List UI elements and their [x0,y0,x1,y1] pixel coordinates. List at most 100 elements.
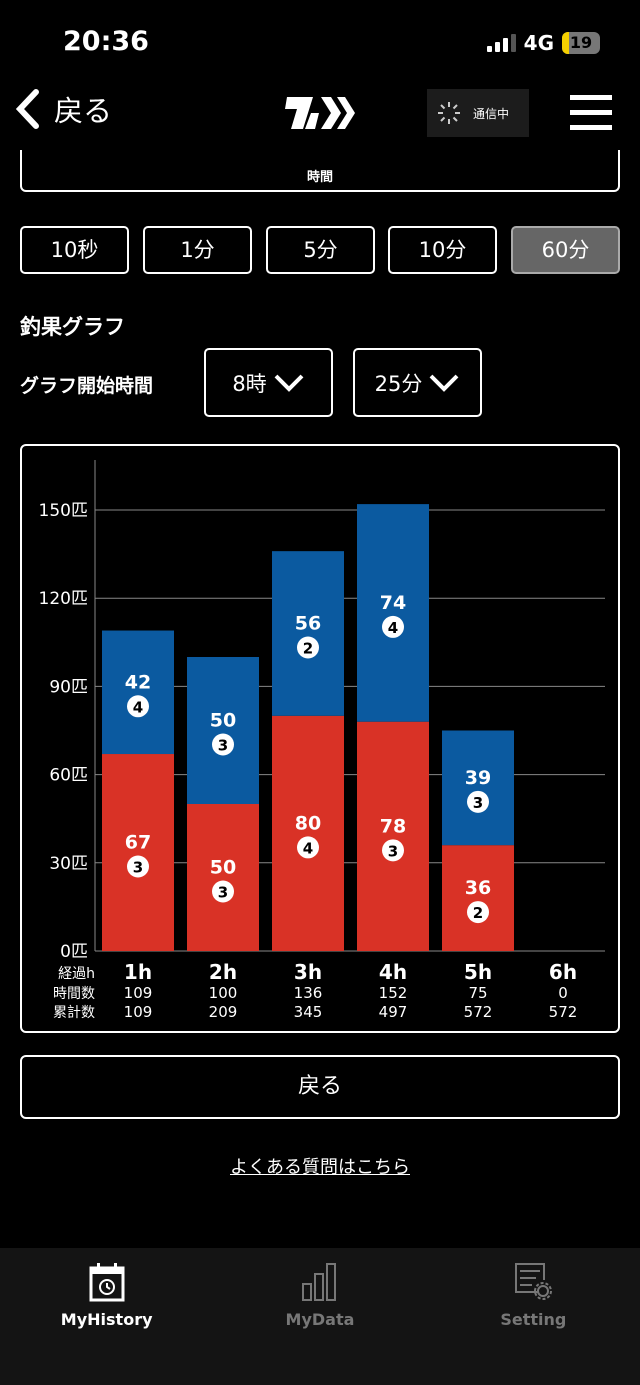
x-tick-label: 2h [209,960,237,984]
count-badge-label: 4 [133,698,143,716]
chevron-down-icon [429,374,459,392]
x-tick-label: 6h [549,960,577,984]
hourly-count: 0 [558,984,568,1002]
count-badge-label: 4 [388,619,398,637]
cumulative-count: 345 [294,1003,323,1021]
count-badge-label: 2 [473,904,483,922]
tab-myhistory[interactable]: MyHistory [0,1248,213,1385]
red-bar [187,804,259,951]
count-badge-label: 3 [388,842,398,860]
hourly-count: 136 [294,984,323,1002]
hour-value: 8時 [232,371,267,396]
count-badge [297,636,319,659]
count-badge-label: 3 [218,884,228,902]
signal-icon [486,34,516,52]
catch-chart: 0匹30匹60匹90匹120匹150匹6734241h1091095035032… [39,460,605,1021]
calendar-history-icon [89,1263,125,1302]
count-badge-label: 3 [133,859,143,877]
red-bar [102,754,174,951]
time-tab-label: 時間 [306,170,333,185]
red-bar [272,715,344,951]
count-badge [127,695,149,718]
bar-value-label: 78 [380,815,406,837]
blue-bar [102,630,174,755]
y-tick-label: 120匹 [39,589,88,609]
bar-value-label: 39 [465,767,491,789]
minute-value: 25分 [374,371,423,396]
interval-10m-button[interactable]: 10分 [388,226,497,274]
count-badge-label: 3 [473,794,483,812]
count-badge [127,855,149,878]
comm-label: 通信中 [473,106,510,121]
time-tab[interactable]: 時間 [20,150,620,192]
spinner-icon [438,102,460,124]
hourly-count: 100 [209,984,238,1002]
blue-bar [187,657,259,804]
tab-label: MyData [285,1310,355,1329]
graph-title: 釣果グラフ [20,315,125,339]
bar-value-label: 36 [465,877,491,899]
bar-value-label: 50 [210,857,236,879]
bar-value-label: 67 [125,832,151,854]
comm-status: 通信中 [427,89,529,137]
back-nav-button[interactable]: 戻る [14,88,112,130]
count-badge [382,839,404,862]
back-label: 戻る [54,94,113,128]
x-tick-label: 1h [124,960,152,984]
blue-bar [442,730,514,846]
y-tick-label: 60匹 [49,766,88,786]
count-badge-label: 4 [303,839,313,857]
hour-select[interactable]: 8時 [204,348,333,417]
cumulative-row-label: 累計数 [53,1005,95,1021]
hamburger-menu-icon[interactable] [570,95,612,140]
faq-link[interactable]: よくある質問はこちら [230,1157,410,1178]
count-badge [212,880,234,903]
bar-value-label: 74 [380,592,406,614]
bar-value-label: 56 [295,612,321,634]
red-bar [442,845,514,951]
bar-value-label: 80 [295,812,321,834]
bar-value-label: 50 [210,710,236,732]
count-badge-label: 3 [218,737,228,755]
blue-bar [272,551,344,716]
x-tick-label: 4h [379,960,407,984]
red-bar [357,721,429,951]
interval-1m-button[interactable]: 1分 [143,226,252,274]
y-tick-label: 150匹 [39,501,88,521]
cumulative-count: 109 [124,1003,153,1021]
settings-icon [515,1263,553,1300]
tab-bar: MyHistory MyData Setting [0,1248,640,1385]
interval-5m-button[interactable]: 5分 [266,226,375,274]
status-icons: 4G 19 [486,31,600,55]
back-button[interactable]: 戻る [20,1055,620,1119]
network-label: 4G [523,31,554,55]
interval-10s-button[interactable]: 10秒 [20,226,129,274]
interval-60m-button[interactable]: 60分 [511,226,620,274]
cumulative-count: 572 [464,1003,493,1021]
tab-setting[interactable]: Setting [427,1248,640,1385]
x-tick-label: 3h [294,960,322,984]
cumulative-count: 497 [379,1003,408,1021]
minute-select[interactable]: 25分 [353,348,482,417]
tab-label: Setting [500,1310,567,1329]
x-tick-label: 5h [464,960,492,984]
blue-bar [357,504,429,722]
hourly-count: 109 [124,984,153,1002]
hourly-count: 75 [468,984,487,1002]
cumulative-count: 209 [209,1003,238,1021]
count-badge [467,790,489,813]
battery-level: 19 [569,33,593,52]
battery-icon: 19 [562,32,600,54]
chevron-left-icon [15,89,39,129]
tab-label: MyHistory [60,1310,153,1329]
count-badge-label: 2 [303,639,313,657]
count-badge [297,836,319,859]
graph-start-label: グラフ開始時間 [20,375,154,397]
y-tick-label: 30匹 [49,854,88,874]
count-badge [467,901,489,924]
cumulative-count: 572 [549,1003,578,1021]
tab-mydata[interactable]: MyData [213,1248,426,1385]
hourly-count: 152 [379,984,408,1002]
status-time: 20:36 [63,26,149,57]
count-badge [212,733,234,756]
